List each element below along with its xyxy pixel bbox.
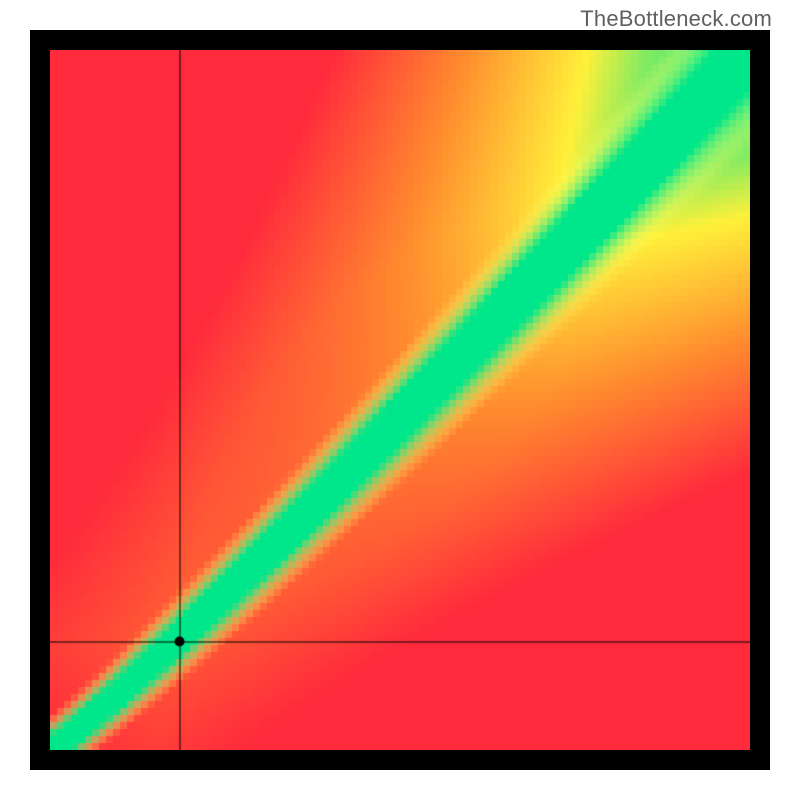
- watermark-text: TheBottleneck.com: [580, 6, 772, 32]
- chart-frame: [30, 30, 770, 770]
- chart-container: TheBottleneck.com: [0, 0, 800, 800]
- bottleneck-heatmap: [50, 50, 750, 750]
